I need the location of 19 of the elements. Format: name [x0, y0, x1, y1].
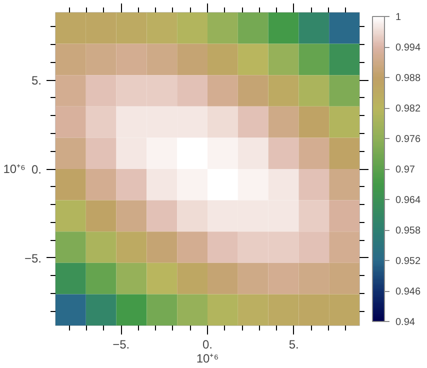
color-bar-label: 0.97 [396, 164, 416, 176]
color-bar-label: 0.964 [396, 195, 421, 206]
x-tick-label: −5. [112, 338, 130, 352]
color-bar-label: 0.958 [396, 226, 421, 236]
y-tick-label: 5. [31, 74, 42, 88]
color-bar-label: 0.946 [396, 286, 421, 298]
color-bar-label: 0.988 [396, 73, 421, 84]
x-axis-title: 10⁺⁶ [196, 352, 219, 366]
color-bar-label: 0.982 [396, 104, 421, 114]
color-bar-label: 0.976 [396, 134, 421, 145]
y-axis-title: 10⁺⁶ [3, 162, 26, 176]
y-tick-label: −5. [24, 251, 42, 266]
color-bar-label: 0.994 [396, 42, 421, 54]
x-tick-label: 0. [202, 338, 213, 352]
color-bar-label: 0.94 [396, 317, 416, 328]
color-bar-label: 0.952 [396, 256, 421, 267]
color-bar-label: 1 [396, 12, 402, 23]
y-tick-label: 0. [31, 162, 42, 176]
x-tick-label: 5. [288, 338, 299, 352]
